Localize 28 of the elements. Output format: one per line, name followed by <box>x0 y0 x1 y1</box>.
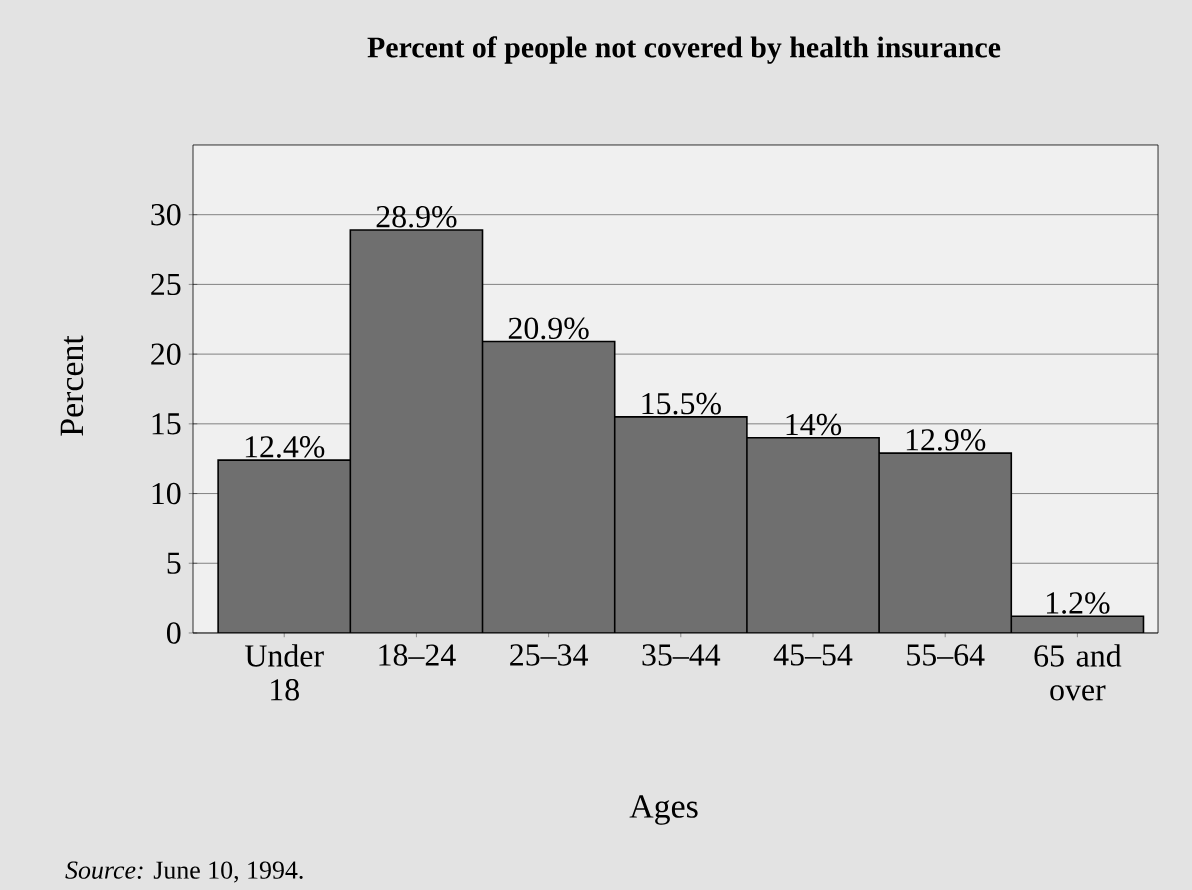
data-label: 12.4% <box>245 436 325 458</box>
data-label: 15.5% <box>642 392 721 415</box>
x-tick-label: 18–24 <box>379 644 456 666</box>
y-tick-label: 15 <box>152 413 181 435</box>
text: Source: June 10, 1994. <box>65 861 303 883</box>
y-axis-title: Percent <box>60 335 84 436</box>
x-tick-label: 55–64 <box>907 644 985 666</box>
data-label: 20.9% <box>508 317 589 340</box>
data-label: 12.9% <box>906 429 986 451</box>
data-label: 28.9% <box>376 205 457 228</box>
bar <box>879 453 1012 633</box>
x-tick-label: 35–44 <box>642 644 721 666</box>
bar <box>746 437 880 633</box>
y-tick-label: 0 <box>166 622 181 644</box>
x-tick-label: 25–34 <box>510 644 588 666</box>
chart-title: Percent of people not covered by health insurance <box>367 36 1001 64</box>
x-axis-title: Ages <box>629 795 698 825</box>
y-tick-label: 10 <box>152 482 181 505</box>
x-tick-label: 45–54 <box>773 644 853 666</box>
x-tick-label: 65 and over <box>1034 644 1122 701</box>
data-label: 1.2% <box>1046 592 1110 614</box>
y-tick-label: 20 <box>151 343 181 365</box>
y-tick-label: 30 <box>151 203 181 226</box>
y-tick-label: 5 <box>167 552 181 574</box>
bar <box>614 416 747 633</box>
data-label: 14% <box>786 413 842 436</box>
y-tick-label: 25 <box>151 273 181 296</box>
x-tick-label: Under 18 <box>245 644 324 701</box>
